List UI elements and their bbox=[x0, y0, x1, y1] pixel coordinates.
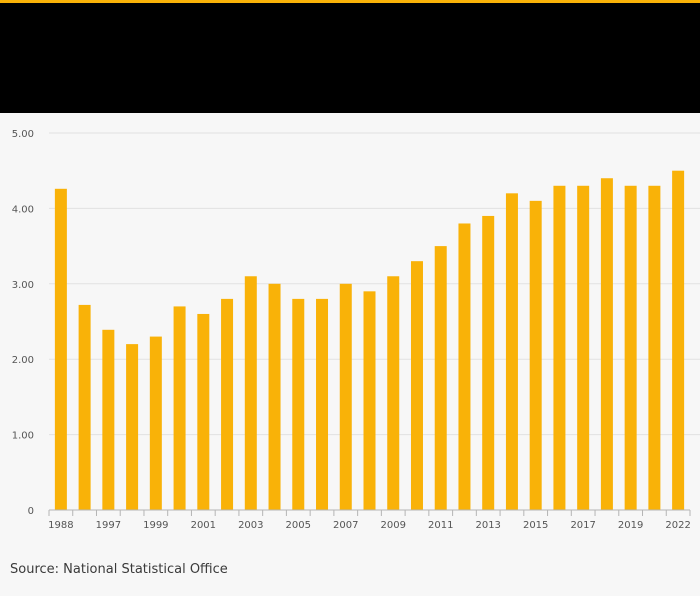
x-tick-label: 1988 bbox=[48, 520, 73, 531]
bar-2006 bbox=[316, 298, 329, 510]
y-tick-label: 1.00 bbox=[12, 431, 34, 442]
bar-2005 bbox=[292, 298, 305, 510]
bar-1999 bbox=[149, 336, 162, 510]
bar-2004 bbox=[268, 283, 281, 510]
bar-2019 bbox=[624, 185, 637, 510]
source-note: Source: National Statistical Office bbox=[10, 562, 228, 577]
accent-top-bar bbox=[0, 0, 700, 3]
x-tick-label: 2005 bbox=[286, 520, 311, 531]
bar-2017 bbox=[577, 185, 590, 510]
x-tick-label: 2022 bbox=[665, 520, 690, 531]
bar-2013 bbox=[482, 215, 495, 510]
bar-chart: 0 1.00 2.00 3.00 4.00 5.00 1988 1997 1999 2001 200… bbox=[12, 129, 700, 531]
x-tick-label: 2011 bbox=[428, 520, 453, 531]
bar-2007 bbox=[339, 283, 352, 510]
bar-1988 bbox=[54, 188, 67, 510]
bar-1998 bbox=[126, 344, 139, 510]
y-tick-label: 3.00 bbox=[12, 280, 34, 291]
bar-1996 bbox=[78, 304, 91, 510]
bar-2002 bbox=[221, 298, 234, 510]
bar-2011 bbox=[434, 246, 447, 510]
bar-2003 bbox=[244, 276, 257, 510]
x-tick-label: 2019 bbox=[618, 520, 643, 531]
y-tick-label: 0 bbox=[28, 506, 34, 517]
bar-2012 bbox=[458, 223, 471, 511]
bar-2022 bbox=[672, 170, 685, 510]
bar-1997 bbox=[102, 329, 115, 510]
bar-2008 bbox=[363, 291, 376, 510]
bar-2009 bbox=[387, 276, 400, 510]
bar-2018 bbox=[600, 178, 613, 511]
x-tick-label: 2001 bbox=[191, 520, 216, 531]
y-tick-label: 4.00 bbox=[12, 204, 34, 215]
bar-2001 bbox=[197, 313, 210, 510]
chart-area: 0 1.00 2.00 3.00 4.00 5.00 1988 1997 1999 2001 200… bbox=[0, 113, 700, 553]
header-band bbox=[0, 3, 700, 113]
x-tick-label: 1997 bbox=[96, 520, 121, 531]
bar-2014 bbox=[505, 193, 518, 510]
x-tick-label: 2007 bbox=[333, 520, 358, 531]
x-tick-label: 2015 bbox=[523, 520, 548, 531]
bar-2000 bbox=[173, 306, 186, 510]
x-tick-label: 2013 bbox=[475, 520, 500, 531]
y-tick-label: 2.00 bbox=[12, 355, 34, 366]
x-tick-label: 2003 bbox=[238, 520, 263, 531]
x-tick-label: 2009 bbox=[381, 520, 406, 531]
x-tick-label: 2017 bbox=[570, 520, 595, 531]
bar-2015 bbox=[529, 200, 542, 511]
bar-2010 bbox=[410, 261, 423, 510]
y-tick-label: 5.00 bbox=[12, 129, 34, 140]
bar-2020 bbox=[648, 185, 661, 510]
bar-2016 bbox=[553, 185, 566, 510]
x-tick-label: 1999 bbox=[143, 520, 168, 531]
